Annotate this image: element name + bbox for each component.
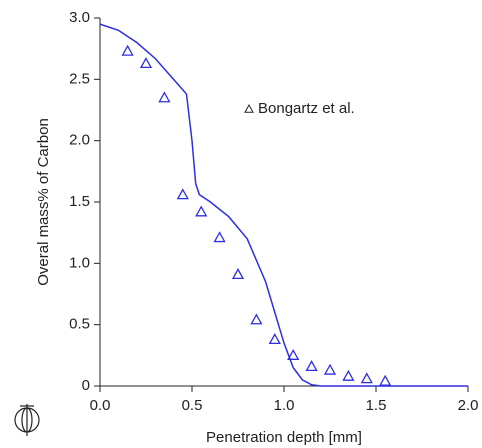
marker bbox=[360, 372, 373, 384]
y-tick-label: 2.0 bbox=[69, 132, 90, 149]
y-tick-label: 1.0 bbox=[69, 254, 90, 271]
y-tick-label: 0.5 bbox=[69, 316, 90, 333]
marker bbox=[305, 360, 318, 372]
marker bbox=[121, 44, 134, 56]
marker bbox=[250, 313, 263, 325]
marker bbox=[379, 374, 392, 386]
marker bbox=[323, 363, 337, 375]
marker bbox=[176, 188, 189, 200]
marker bbox=[231, 268, 245, 280]
marker bbox=[158, 91, 171, 103]
x-tick-label: 1.5 bbox=[366, 397, 387, 414]
y-tick-label: 1.5 bbox=[69, 193, 90, 210]
x-axis-label: Penetration depth [mm] bbox=[206, 429, 362, 446]
legend-marker bbox=[244, 103, 254, 113]
marker bbox=[342, 369, 355, 381]
y-tick-label: 3.0 bbox=[69, 9, 90, 26]
x-tick-label: 1.0 bbox=[274, 397, 295, 414]
logo bbox=[14, 404, 40, 436]
y-axis-label: Overal mass% of Carbon bbox=[35, 118, 52, 286]
y-tick-label: 2.5 bbox=[69, 70, 90, 87]
marker bbox=[195, 205, 208, 217]
marker bbox=[268, 333, 281, 345]
y-tick-label: 0 bbox=[82, 377, 90, 394]
line bbox=[99, 23, 468, 387]
x-tick-label: 0.0 bbox=[90, 397, 111, 414]
x-tick-label: 0.5 bbox=[182, 397, 203, 414]
x-tick-label: 2.0 bbox=[458, 397, 479, 414]
marker bbox=[287, 348, 300, 360]
marker bbox=[213, 231, 226, 243]
legend-label: Bongartz et al. bbox=[258, 100, 355, 117]
marker bbox=[139, 57, 153, 69]
